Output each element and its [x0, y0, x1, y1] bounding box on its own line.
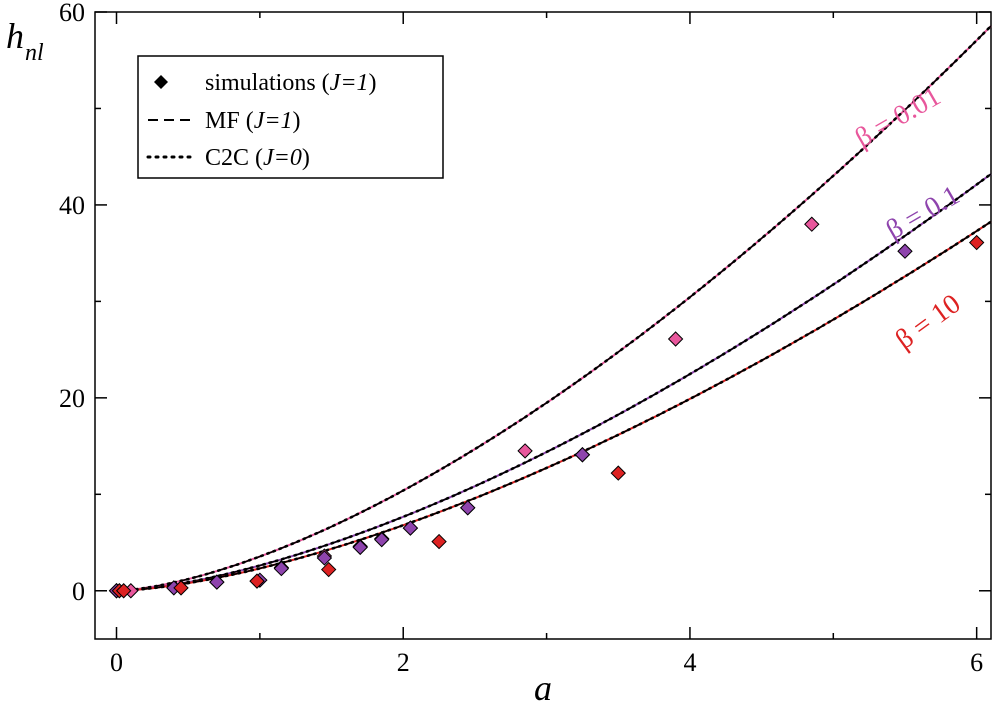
simulation-point [173, 580, 189, 596]
y-tick-label: 60 [59, 0, 85, 27]
curve-label-beta-10: β = 10 [890, 288, 967, 355]
legend: simulations (J=1) MF (J=1) C2C (J=0) [137, 55, 444, 179]
simulation-point [431, 533, 447, 550]
curve-label-beta-0-01: β = 0.01 [850, 81, 946, 154]
mf-dashed-curve-1 [116, 173, 992, 592]
y-tick-label: 20 [59, 384, 85, 413]
x-tick-label: 4 [683, 648, 696, 677]
x-tick-label: 6 [970, 648, 983, 677]
legend-c2c: C2C (J=0) [205, 145, 310, 171]
markers [108, 216, 985, 599]
legend-mf: MF (J=1) [205, 108, 301, 134]
simulation-point [402, 520, 419, 536]
curve-label-beta-0-1: β = 0.1 [881, 180, 965, 246]
plot-frame [94, 11, 992, 640]
simulation-point [804, 216, 820, 232]
simulation-point [320, 561, 337, 578]
simulation-point [209, 574, 225, 590]
x-tick-label: 2 [397, 648, 410, 677]
simulation-point [667, 331, 684, 347]
simulation-point [316, 550, 333, 566]
simulation-point [374, 531, 390, 548]
simulation-point [610, 465, 626, 481]
simulation-point [574, 447, 591, 463]
c2c-dotted-curve-0 [115, 24, 993, 593]
y-axis-title: h [6, 16, 24, 56]
curves [115, 24, 993, 593]
simulation-point [968, 234, 985, 251]
simulation-point [897, 243, 913, 259]
y-tick-label: 40 [59, 191, 85, 220]
series-curve-1 [116, 173, 992, 592]
simulation-point [517, 443, 533, 459]
c2c-dotted-curve-1 [115, 172, 993, 593]
simulation-point [460, 500, 476, 516]
simulation-point [352, 539, 368, 556]
legend-simulations: simulations (J=1) [205, 70, 377, 96]
legend-diamond-icon [154, 75, 168, 89]
y-axis-title-subscript: nl [25, 40, 44, 66]
simulation-point [115, 583, 132, 599]
mf-dashed-curve-2 [116, 221, 992, 592]
simulation-point [249, 573, 265, 589]
series-curve-2 [116, 220, 992, 592]
x-axis-title: a [534, 668, 552, 703]
x-tick-label: 0 [110, 648, 123, 677]
y-tick-label: 0 [72, 577, 85, 606]
simulation-point [273, 560, 290, 577]
c2c-dotted-curve-2 [115, 220, 993, 593]
